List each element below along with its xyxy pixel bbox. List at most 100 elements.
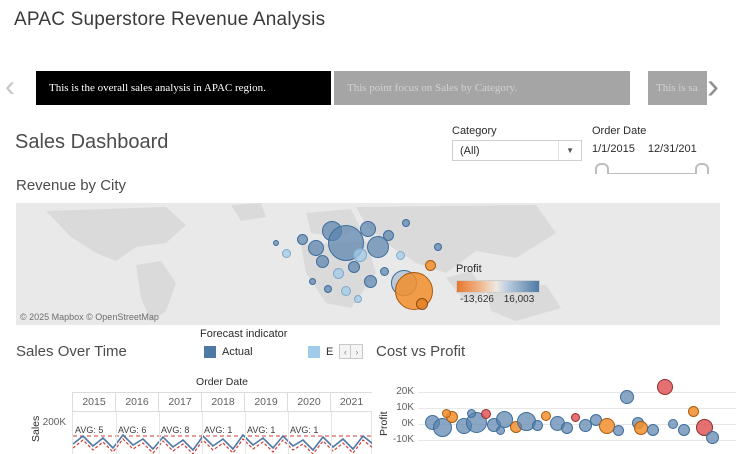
map-bubble-layer [16, 203, 720, 325]
vertical-gridline [245, 412, 246, 454]
data-point-bubble[interactable] [360, 221, 376, 237]
data-point-bubble[interactable] [647, 424, 659, 436]
y-axis-title: Sales [30, 415, 42, 442]
data-point-bubble[interactable] [705, 430, 719, 444]
data-point-bubble[interactable] [561, 422, 573, 434]
horizontal-gridline [418, 408, 736, 409]
data-point-bubble[interactable] [395, 272, 433, 310]
x-axis-year-tick: 2019 [244, 393, 287, 411]
data-point-bubble[interactable] [315, 254, 329, 268]
data-point-bubble[interactable] [531, 419, 543, 431]
avg-reference-line-label: AVG: 8 [161, 425, 190, 435]
data-point-bubble[interactable] [353, 248, 367, 262]
slider-handle-right[interactable] [695, 163, 709, 174]
cost-vs-profit-title: Cost vs Profit [376, 343, 466, 360]
map-attribution: © 2025 Mapbox © OpenStreetMap [20, 312, 159, 322]
date-range-values: 1/1/2015 12/31/201 [592, 143, 728, 155]
data-point-bubble[interactable] [324, 285, 332, 293]
data-point-bubble[interactable] [367, 236, 389, 258]
data-point-bubble[interactable] [541, 411, 551, 421]
line-chart-plot-area: AVG: 5 AVG: 6 AVG: 8 AVG: 1 AVG: 1 AVG: 1 [72, 412, 372, 454]
horizontal-gridline [418, 424, 736, 425]
x-axis-year-tick: 2016 [115, 393, 158, 411]
legend-item-estimate[interactable]: E [308, 345, 333, 358]
data-point-bubble[interactable] [570, 412, 580, 422]
data-point-bubble[interactable] [495, 425, 505, 435]
actual-color-swatch [204, 345, 216, 358]
x-axis-year-tick: 2015 [72, 393, 115, 411]
y-axis-tick: 10K [396, 402, 414, 413]
category-dropdown[interactable]: (All) ▼ [452, 140, 582, 161]
story-point-caption[interactable]: This point focus on Sales by Category. [334, 71, 630, 105]
vertical-gridline [202, 412, 203, 454]
data-point-bubble[interactable] [620, 390, 634, 404]
y-axis-tick: 0K [401, 418, 414, 429]
horizontal-gridline [418, 440, 736, 441]
data-point-bubble[interactable] [441, 408, 451, 418]
prev-story-point-icon[interactable]: ‹ [5, 70, 15, 103]
date-range-end: 12/31/201 [647, 143, 697, 155]
legend-item-actual[interactable]: Actual [204, 345, 308, 358]
data-point-bubble[interactable] [308, 277, 316, 285]
data-point-bubble[interactable] [578, 418, 592, 432]
map-title: Revenue by City [16, 177, 127, 194]
x-axis-year-tick: 2021 [330, 393, 372, 411]
category-filter: Category (All) ▼ [452, 125, 582, 161]
data-point-bubble[interactable] [308, 240, 324, 256]
vertical-gridline [288, 412, 289, 454]
date-range-slider[interactable] [595, 163, 713, 176]
legend-max-value: 16,003 [503, 294, 535, 305]
scatter-point-layer [376, 370, 736, 454]
vertical-gridline [159, 412, 160, 454]
slider-handle-left[interactable] [595, 163, 609, 174]
data-point-bubble[interactable] [481, 409, 491, 419]
data-point-bubble[interactable] [273, 240, 279, 246]
data-point-bubble[interactable] [668, 419, 678, 429]
data-point-bubble[interactable] [678, 424, 690, 436]
story-point-caption-active[interactable]: This is the overall sales analysis in AP… [36, 71, 331, 105]
data-point-bubble[interactable] [416, 298, 428, 310]
legend-range-values: -13,626 16,003 [456, 294, 540, 305]
legend-min-value: -13,626 [460, 294, 494, 305]
data-point-bubble[interactable] [634, 421, 648, 435]
data-point-bubble[interactable] [657, 379, 673, 395]
dashboard-title: Sales Dashboard [15, 131, 169, 153]
category-dropdown-value: (All) [460, 144, 480, 157]
x-axis-year-tick: 2020 [287, 393, 330, 411]
avg-reference-line-label: AVG: 6 [118, 425, 147, 435]
data-point-bubble[interactable] [363, 274, 377, 288]
data-point-bubble[interactable] [296, 233, 308, 245]
data-point-bubble[interactable] [348, 261, 360, 273]
data-point-bubble[interactable] [432, 417, 452, 437]
data-point-bubble[interactable] [332, 267, 344, 279]
revenue-by-city-map[interactable]: Profit -13,626 16,003 © 2025 Mapbox © Op… [16, 203, 720, 325]
legend-scroll-right-icon[interactable]: › [351, 344, 364, 359]
data-point-bubble[interactable] [281, 248, 291, 258]
slider-track [595, 173, 709, 174]
next-story-point-icon[interactable]: › [707, 65, 719, 106]
legend-scroll-left-icon[interactable]: ‹ [339, 344, 352, 359]
data-point-bubble[interactable] [382, 229, 394, 241]
story-point-caption[interactable]: This is sa [648, 71, 707, 105]
data-point-bubble[interactable] [402, 219, 410, 227]
y-axis-tick: -10K [392, 434, 414, 445]
avg-reference-line-label: AVG: 1 [247, 425, 276, 435]
data-point-bubble[interactable] [612, 424, 624, 436]
data-point-bubble[interactable] [424, 259, 436, 271]
data-point-bubble[interactable] [434, 243, 442, 251]
forecast-indicator-legend: Forecast indicator Actual E ‹ › [200, 328, 364, 359]
data-point-bubble[interactable] [466, 408, 476, 418]
legend-title: Profit [456, 263, 482, 275]
cost-vs-profit-chart[interactable]: Profit 20K 10K 0K -10K [376, 370, 736, 454]
data-point-bubble[interactable] [341, 286, 351, 296]
data-point-bubble[interactable] [395, 250, 405, 260]
vertical-gridline [331, 412, 332, 454]
data-point-bubble[interactable] [354, 295, 362, 303]
horizontal-gridline [418, 392, 736, 393]
diverging-gradient-bar [456, 280, 540, 293]
sales-over-time-chart[interactable]: Order Date 2015 2016 2017 2018 2019 2020 2021 … [16, 370, 372, 454]
scatter-plot-area [418, 378, 736, 454]
data-point-bubble[interactable] [379, 266, 389, 276]
data-point-bubble[interactable] [687, 405, 699, 417]
